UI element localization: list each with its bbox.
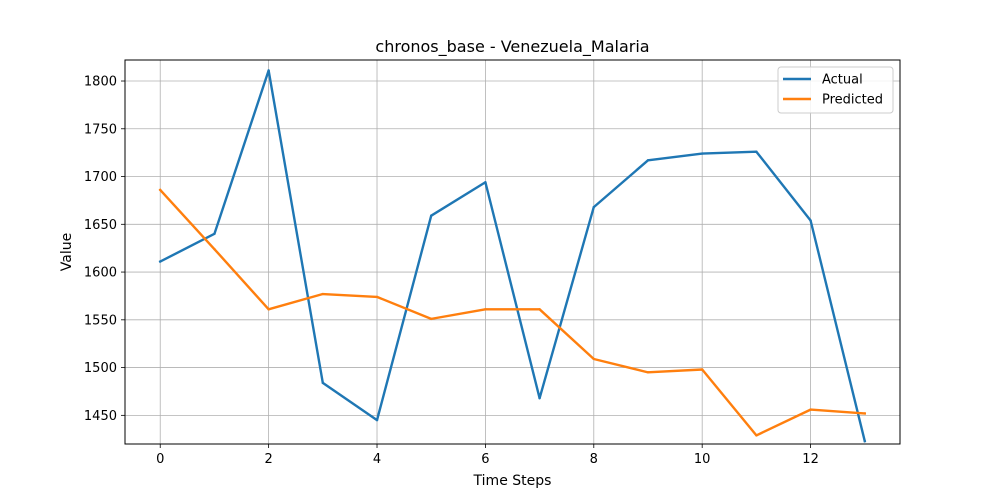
data-point-actual (430, 214, 433, 217)
x-tick-label: 2 (264, 452, 272, 467)
y-axis-title: Value (59, 233, 75, 271)
data-point-actual (375, 418, 379, 422)
y-tick-label: 1650 (84, 218, 117, 233)
data-point-actual (755, 150, 758, 153)
legend: Actual Predicted (777, 66, 894, 114)
x-tick-label: 4 (373, 452, 381, 467)
x-tick-label: 8 (590, 452, 598, 467)
data-point-predicted (375, 295, 379, 299)
data-point-predicted (700, 368, 704, 371)
data-point-predicted (592, 357, 595, 361)
data-point-predicted (321, 292, 325, 296)
data-point-actual (863, 439, 866, 443)
x-tick-label: 6 (481, 452, 489, 467)
data-point-actual (321, 381, 325, 385)
y-tick-label: 1800 (84, 75, 117, 90)
data-point-actual (592, 205, 595, 209)
data-point-actual (700, 152, 704, 155)
data-point-actual (484, 181, 487, 184)
series-lines (158, 69, 867, 443)
data-point-predicted (267, 308, 270, 311)
data-point-actual (213, 232, 216, 236)
data-point-actual (267, 69, 270, 72)
series-line-actual (158, 69, 867, 443)
data-point-predicted (484, 308, 487, 311)
series-line-predicted (158, 188, 867, 437)
data-point-predicted (646, 371, 650, 374)
data-point-actual (809, 219, 812, 222)
legend-label-predicted: Predicted (822, 93, 883, 108)
plot-frame (124, 59, 901, 445)
x-tick-label: 10 (694, 452, 711, 467)
x-tick-label: 12 (802, 452, 819, 467)
data-point-predicted (863, 412, 866, 415)
y-tick-label: 1750 (84, 122, 117, 137)
y-tick-label: 1450 (84, 409, 117, 424)
y-tick-label: 1550 (84, 313, 117, 328)
x-tick-label: 0 (156, 452, 164, 467)
data-point-predicted (159, 188, 162, 192)
data-point-predicted (430, 317, 433, 321)
data-point-actual (646, 159, 650, 162)
y-tick-label: 1600 (84, 266, 117, 281)
x-axis-title: Time Steps (473, 473, 552, 489)
axis-ticks: 0 2 4 6 8 10 12 1450 1500 1550 1600 1650 1700 1750 180… (84, 75, 819, 467)
data-point-actual (159, 260, 162, 263)
data-point-predicted (809, 408, 812, 411)
chart-title: chronos_base - Venezuela_Malaria (375, 37, 649, 57)
grid-lines (125, 60, 900, 444)
y-tick-label: 1500 (84, 361, 117, 376)
legend-label-actual: Actual (822, 73, 863, 88)
y-tick-label: 1700 (84, 170, 117, 185)
data-point-predicted (538, 308, 541, 311)
data-point-predicted (755, 434, 758, 437)
data-point-predicted (213, 247, 216, 251)
data-point-actual (538, 396, 541, 400)
